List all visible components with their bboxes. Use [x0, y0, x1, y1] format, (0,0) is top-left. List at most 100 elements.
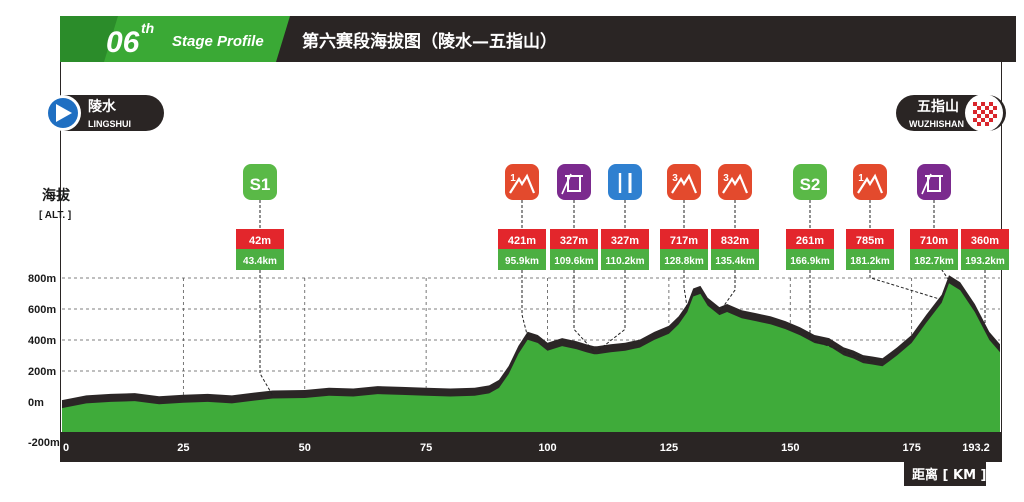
start-name-en: LINGSHUI [88, 119, 131, 129]
y-tick-label: 800m [28, 273, 56, 285]
profile [62, 275, 1000, 432]
sprint-icon [793, 164, 827, 200]
checker-square [981, 110, 985, 114]
checker-square [989, 110, 993, 114]
y-axis-subtitle: [ ALT. ] [39, 210, 71, 221]
finish-name-en: WUZHISHAN [909, 119, 964, 129]
mountain-glyph [509, 173, 536, 194]
altitude-box [660, 229, 708, 249]
distance-value: 193.2km [965, 256, 1005, 267]
play-arrow-icon [56, 104, 72, 122]
checker-square [985, 118, 989, 122]
climb-category: 3 [672, 173, 678, 184]
distance-value: 135.4km [715, 256, 755, 267]
distance-value: 109.6km [554, 256, 594, 267]
altitude-box [711, 229, 759, 249]
y-tick-label: 200m [28, 366, 56, 378]
distance-box [910, 249, 958, 270]
stage-number: 06 [106, 26, 140, 59]
distance-value: 182.7km [914, 256, 954, 267]
header-green-band [60, 16, 290, 62]
distance-value: 181.2km [850, 256, 890, 267]
mountain-glyph [671, 173, 698, 194]
distance-box [846, 249, 894, 270]
y-tick-label: 400m [28, 335, 56, 347]
x-axis-title-box [904, 462, 986, 486]
mountain-glyph [857, 173, 884, 194]
checker-square [973, 110, 977, 114]
leader-line [683, 270, 688, 310]
altitude-value: 832m [721, 235, 749, 247]
climb-category: 1 [858, 173, 864, 184]
start-name-cn: 陵水 [88, 98, 117, 115]
checkpoint-sprint: 261m 166.9km S2 [786, 164, 873, 363]
stage-number-suffix: th [141, 20, 154, 36]
checker-square [985, 102, 989, 106]
distance-value: 95.9km [505, 256, 539, 267]
sprint-icon [243, 164, 277, 200]
finish-name-cn: 五指山 [917, 98, 959, 115]
checker-square [993, 114, 997, 118]
header-green-stripe [60, 16, 118, 62]
distance-value: 128.8km [664, 256, 704, 267]
x-tick-label: 50 [299, 442, 311, 454]
checker-square [981, 102, 985, 106]
climb-category: 3 [723, 173, 729, 184]
checkpoint-feed: 327m 110.2km [596, 164, 649, 352]
checker-square [989, 122, 993, 126]
checker-square [985, 114, 989, 118]
checkpoint-climb: 832m 135.4km 3 [711, 164, 759, 313]
altitude-value: 360m [971, 235, 999, 247]
checkpoint-climb: 785m 181.2km 1 [846, 164, 942, 301]
leader-line [984, 270, 1001, 350]
altitude-box [961, 229, 1009, 249]
x-tick-label: 100 [538, 442, 556, 454]
distance-box [786, 249, 834, 270]
altitude-box [550, 229, 598, 249]
x-tick-label: 150 [781, 442, 799, 454]
checker-square [981, 118, 985, 122]
checker-square [985, 122, 989, 126]
sprint-label: S2 [800, 175, 821, 194]
checker-square [989, 118, 993, 122]
checker-square [989, 106, 993, 110]
waste-zone-icon [917, 164, 951, 200]
leader-line [259, 270, 274, 396]
x-tick-labels: 0 25 50 75 100 125 150 175 193.2 [63, 442, 990, 454]
climb-category: 1 [510, 173, 516, 184]
checker-square [973, 118, 977, 122]
y-tick-label: -200m [28, 437, 60, 449]
checker-square [977, 102, 981, 106]
checker-square [993, 106, 997, 110]
checkpoint-waste: 710m 182.7km [910, 164, 958, 281]
start-badge: 陵水 LINGSHUI [45, 95, 164, 131]
checker-square [981, 114, 985, 118]
checker-square [993, 110, 997, 114]
altitude-box [910, 229, 958, 249]
x-axis-band [60, 432, 1002, 462]
altitude-value: 327m [611, 235, 639, 247]
altitude-value: 710m [920, 235, 948, 247]
checkered-flag-icon [973, 102, 997, 126]
x-tick-label: 25 [177, 442, 189, 454]
altitude-box [498, 229, 546, 249]
altitude-box [601, 229, 649, 249]
altitude-value: 717m [670, 235, 698, 247]
finish-badge: 五指山 WUZHISHAN [896, 94, 1006, 132]
x-tick-label: 175 [902, 442, 920, 454]
distance-value: 110.2km [606, 256, 645, 267]
checker-square [985, 106, 989, 110]
checker-square [973, 106, 977, 110]
checkpoint-climb: 421m 95.9km 1 [498, 164, 546, 337]
distance-box [550, 249, 598, 270]
mountain-glyph [722, 173, 749, 194]
altitude-box [786, 229, 834, 249]
checker-square [977, 110, 981, 114]
distance-box [660, 249, 708, 270]
x-axis-title: 距离 [ KM ] [912, 467, 986, 483]
distance-box [498, 249, 546, 270]
altitude-value: 327m [560, 235, 588, 247]
checker-square [977, 106, 981, 110]
distance-box [236, 249, 284, 270]
